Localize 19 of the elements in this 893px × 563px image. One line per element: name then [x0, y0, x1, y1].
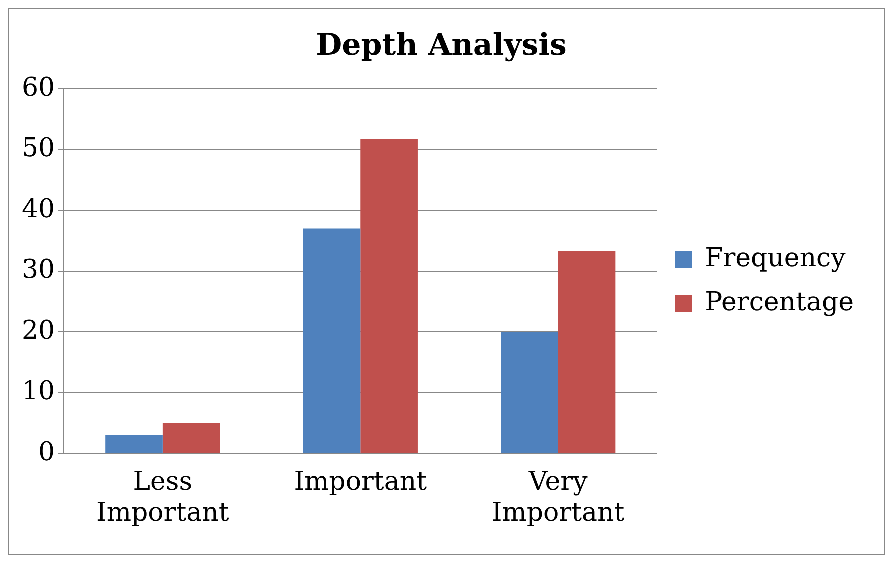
y-tick-label: 20	[22, 316, 56, 346]
x-tick-label: Very Important	[492, 466, 626, 528]
x-tick-label: Important	[294, 466, 428, 497]
bar	[303, 228, 361, 454]
y-tick-label: 10	[22, 376, 56, 407]
legend-label: Frequency	[705, 243, 846, 274]
chart-title: Depth Analysis	[316, 28, 567, 63]
y-tick-label: 60	[22, 72, 56, 103]
bar	[162, 423, 220, 454]
y-tick-label: 0	[38, 437, 56, 468]
bar	[360, 139, 418, 454]
bar	[106, 435, 163, 454]
y-tick-label: 30	[22, 255, 56, 286]
y-tick-label: 50	[22, 134, 56, 164]
bar	[501, 332, 558, 454]
legend-label: Percentage	[705, 287, 854, 318]
x-tick-label: Less Important	[96, 466, 230, 528]
bar	[558, 251, 616, 454]
y-tick-label: 40	[22, 194, 56, 224]
